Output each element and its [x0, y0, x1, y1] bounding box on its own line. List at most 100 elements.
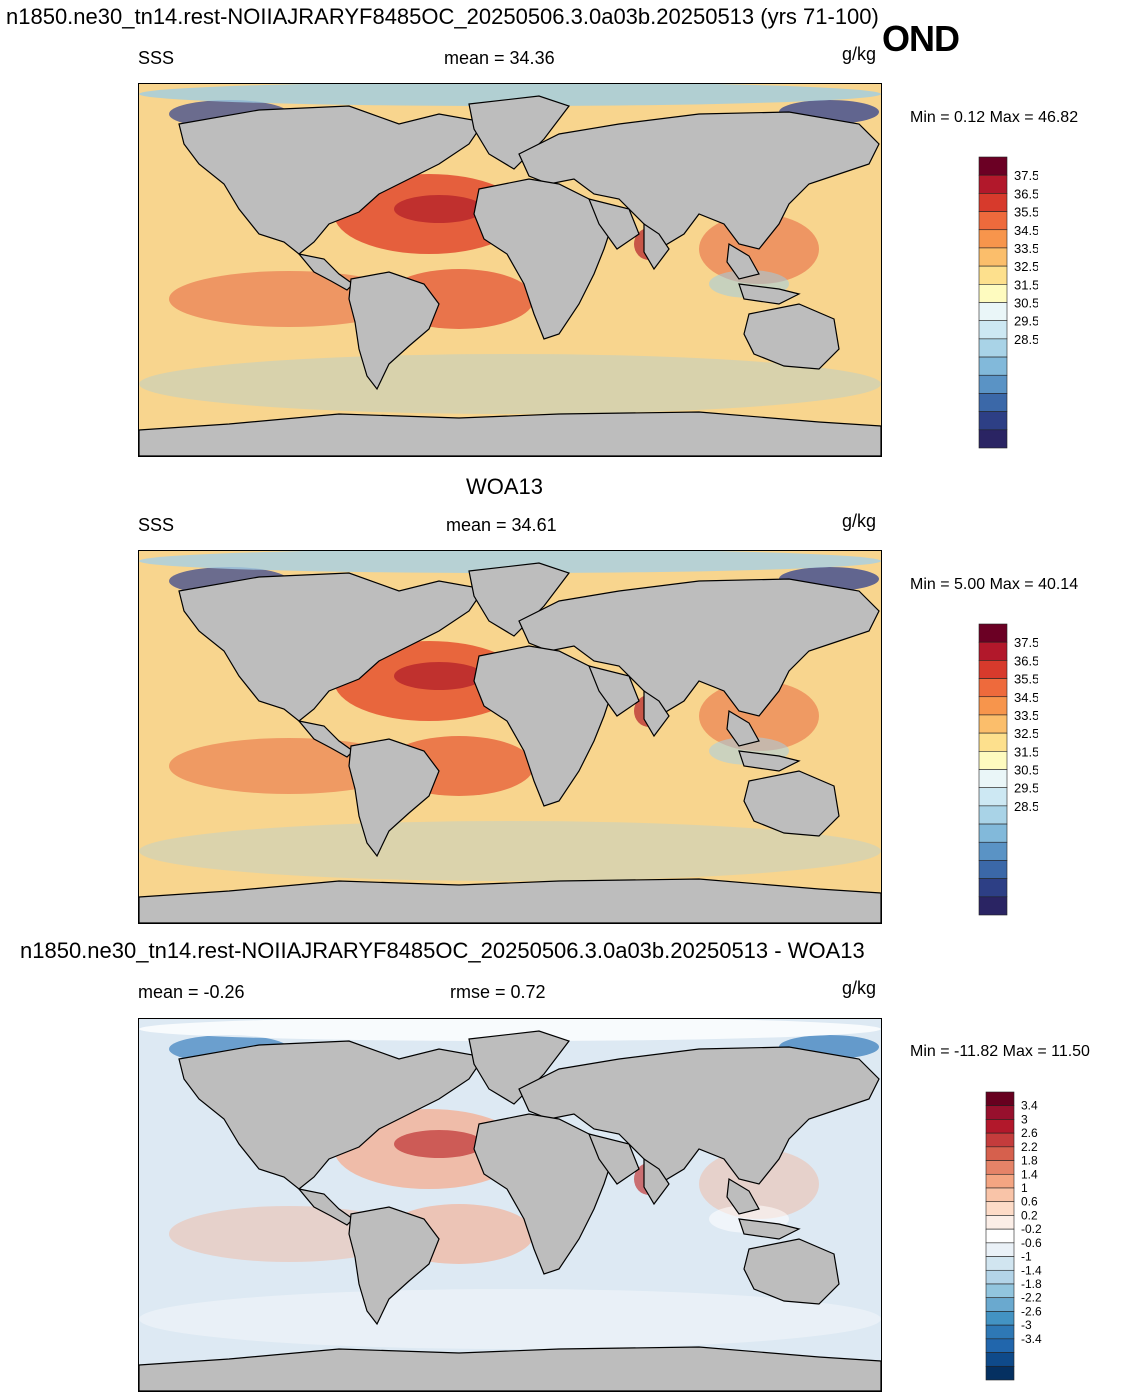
land-eurasia: [518, 1046, 880, 1185]
colorbar-tick-label: 31.5: [1014, 744, 1038, 759]
colorbar-swatch: [985, 1338, 1015, 1353]
colorbar-swatch: [978, 320, 1008, 340]
colorbar-swatch: [978, 156, 1008, 176]
colorbar-tick-label: -3.4: [1021, 1332, 1042, 1346]
colorbar-swatch: [978, 265, 1008, 285]
colorbar-swatch: [978, 356, 1008, 376]
colorbar-swatch: [985, 1091, 1015, 1107]
panel1-variable-label: SSS: [138, 48, 175, 68]
colorbar-swatch: [978, 338, 1008, 358]
colorbar-swatch: [978, 823, 1008, 843]
colorbar-tick-label: 32.5: [1014, 726, 1038, 741]
field-atlantic-core: [394, 662, 484, 690]
colorbar-tick-label: -3: [1021, 1318, 1032, 1332]
colorbar-tick-label: 1.8: [1021, 1154, 1038, 1168]
colorbar-swatch: [978, 787, 1008, 807]
land-arabia: [588, 198, 640, 250]
colorbar-swatch: [978, 411, 1008, 431]
panel2-mean-label: mean = 34.61: [446, 515, 557, 535]
colorbar-swatch: [985, 1324, 1015, 1340]
land-indian-subcontinent: [643, 222, 670, 271]
land-indian-subcontinent: [643, 689, 670, 738]
land-indian-subcontinent: [643, 1157, 670, 1206]
field-southern-ocean: [139, 1289, 881, 1349]
colorbar-tick-label: -0.2: [1021, 1222, 1042, 1236]
colorbar-swatch: [985, 1352, 1015, 1367]
colorbar-swatch: [985, 1119, 1015, 1134]
colorbar-tick-label: 30.5: [1014, 296, 1038, 311]
land-arabia: [588, 1133, 640, 1185]
field-arctic-band: [139, 551, 881, 573]
colorbar-tick-label: 3: [1021, 1112, 1028, 1126]
panel3-heading: n1850.ne30_tn14.rest-NOIIAJRARYF8485OC_2…: [20, 938, 865, 963]
colorbar-swatch: [985, 1256, 1015, 1271]
land-africa: [473, 645, 615, 807]
colorbar-swatch: [985, 1146, 1015, 1161]
land-eurasia: [518, 578, 880, 717]
land-africa: [473, 1113, 615, 1275]
colorbar-tick-label: 31.5: [1014, 277, 1038, 292]
colorbar-swatch: [978, 714, 1008, 734]
colorbar-tick-label: 0.6: [1021, 1195, 1038, 1209]
colorbar-swatch: [978, 247, 1008, 267]
map-field: [139, 1019, 881, 1391]
colorbar-tick-label: 32.5: [1014, 259, 1038, 274]
colorbar-swatch: [978, 660, 1008, 679]
colorbar-swatch: [978, 878, 1008, 898]
figure-title: n1850.ne30_tn14.rest-NOIIAJRARYF8485OC_2…: [6, 4, 879, 29]
colorbar-tick-label: 1: [1021, 1181, 1028, 1195]
colorbar-swatch: [985, 1201, 1015, 1216]
colorbar-tick-label: 1.4: [1021, 1167, 1038, 1181]
land-south-america: [348, 1206, 440, 1326]
land-antarctica: [139, 411, 881, 456]
land-antarctica: [139, 1346, 881, 1391]
colorbar-tick-label: 28.5: [1014, 332, 1038, 347]
land-maritime-continent: [738, 750, 801, 772]
land-australia: [743, 1238, 840, 1305]
colorbar-tick-label: -2.2: [1021, 1291, 1042, 1305]
colorbar-swatch: [985, 1365, 1015, 1381]
colorbar-swatch: [978, 805, 1008, 825]
panel2-variable-label: SSS: [138, 515, 175, 535]
colorbar-swatch: [978, 193, 1008, 212]
colorbar-swatch: [978, 732, 1008, 752]
colorbar-tick-label: 29.5: [1014, 781, 1038, 796]
colorbar-swatch: [978, 696, 1008, 716]
panel2-colorbar: 37.5 36.5 35.5 34.5 33.5 32.5 31.5 30.5 29.5 28.5: [978, 623, 1038, 916]
colorbar-swatch: [978, 841, 1008, 861]
map-field: [139, 84, 881, 456]
colorbar-tick-label: 37.5: [1014, 635, 1038, 650]
panel1-units-label: g/kg: [842, 44, 877, 64]
colorbar-swatch: [978, 393, 1008, 412]
colorbar-swatch: [978, 769, 1008, 788]
colorbar-tick-label: -0.6: [1021, 1236, 1042, 1250]
colorbar-tick-label: -1: [1021, 1250, 1032, 1264]
colorbar-tick-label: 36.5: [1014, 186, 1038, 201]
land-north-america: [178, 1040, 486, 1190]
colorbar-swatch: [985, 1215, 1015, 1230]
colorbar-tick-label: 33.5: [1014, 241, 1038, 256]
panel1-mean-label: mean = 34.36: [444, 48, 555, 68]
land-arabia: [588, 665, 640, 717]
land-maritime-continent: [738, 1218, 801, 1240]
land-southeast-asia: [726, 1178, 760, 1215]
colorbar-swatch: [978, 429, 1008, 449]
land-maritime-continent: [738, 283, 801, 305]
season-label: OND: [882, 18, 960, 59]
panel3-rmse-label: rmse = 0.72: [450, 982, 546, 1002]
colorbar-tick-label: 30.5: [1014, 763, 1038, 778]
land-australia: [743, 303, 840, 370]
colorbar-tick-label: 29.5: [1014, 314, 1038, 329]
colorbar-tick-label: -1.8: [1021, 1277, 1042, 1291]
field-arctic-band: [139, 1019, 881, 1041]
panel3-units-label: g/kg: [842, 978, 877, 998]
colorbar-tick-label: -2.6: [1021, 1304, 1042, 1318]
field-southern-ocean: [139, 354, 881, 414]
panel3-colorbar: 3.432.62.21.81.410.60.2-0.2-0.6-1-1.4-1.…: [985, 1091, 1042, 1381]
panel3-mean-label: mean = -0.26: [138, 982, 245, 1002]
colorbar-tick-label: 36.5: [1014, 653, 1038, 668]
colorbar-tick-label: 34.5: [1014, 223, 1038, 238]
colorbar-tick-label: 2.2: [1021, 1140, 1038, 1154]
colorbar-tick-label: 2.6: [1021, 1126, 1038, 1140]
land-south-america: [348, 271, 440, 391]
